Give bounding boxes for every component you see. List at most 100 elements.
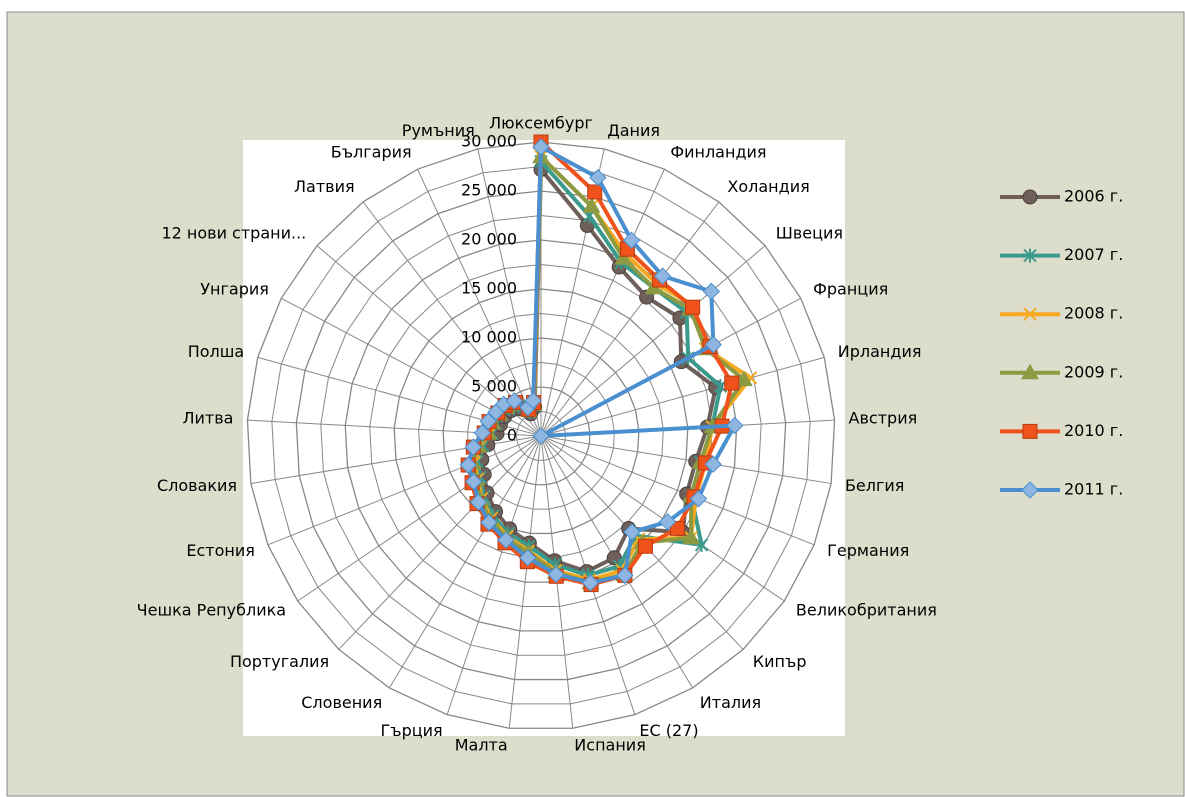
category-label: Швеция [776,224,843,243]
marker [724,375,740,391]
category-label: Литва [182,409,233,428]
category-label: Холандия [727,177,809,196]
spoke [338,435,542,650]
marker [497,531,515,549]
series [459,138,744,592]
marker [735,370,753,387]
y-tick-label: 30 000 [461,132,517,151]
y-tick-label: 5 000 [471,377,517,396]
marker [519,549,537,567]
category-label: Финландия [670,142,766,161]
legend-label: 2011 г. [1064,480,1123,499]
spoke [267,435,542,546]
spoke [477,148,542,437]
category-label: Полша [188,342,245,361]
marker [1022,189,1038,205]
marker [464,438,483,456]
category-label: Чешка Република [137,601,286,620]
category-label: Унгария [200,279,269,298]
spoke [540,201,720,437]
category-label: Дания [607,121,660,140]
grid-ring [271,165,811,705]
marker [464,472,483,491]
spoke [540,435,815,546]
category-label: Испания [574,736,646,755]
marker [532,427,550,445]
y-tick-label: 20 000 [461,230,517,249]
category-label: Португалия [230,652,329,671]
category-label: Италия [700,693,761,712]
grid-ring [442,337,640,535]
grid-ring [320,214,762,656]
spoke [540,435,832,485]
category-label: Словения [301,693,382,712]
category-label: Румъния [402,121,475,140]
marker [480,513,498,532]
marker [1022,423,1038,439]
category-label: 12 нови страни... [161,224,306,243]
grid-ring [295,190,787,681]
marker [1021,481,1039,499]
category-label: Естония [186,541,255,560]
grid-ring [467,361,615,510]
marker [614,249,633,265]
spoke [297,435,542,602]
category-label: Гърция [381,721,443,740]
legend-label: 2010 г. [1064,421,1123,440]
marker [589,168,607,187]
category-label: Люксембург [489,114,593,133]
marker [469,493,488,511]
marker [1021,363,1039,380]
category-label: Латвия [294,177,355,196]
legend-label: 2009 г. [1064,362,1123,381]
marker [606,550,622,566]
spoke [508,435,542,729]
grid-ring [344,239,738,632]
marker [702,282,721,301]
marker [623,523,641,541]
plot [459,134,758,593]
marker [547,565,565,584]
marker [581,574,600,592]
category-label: Франция [813,279,888,298]
marker [479,412,497,431]
marker [726,416,744,435]
category-label: България [331,142,412,161]
category-label: Кипър [753,652,807,671]
category-label: Ирландия [838,342,922,361]
spoke [446,435,542,715]
legend-label: 2007 г. [1064,245,1123,264]
marker [532,138,550,156]
marker [587,184,603,200]
y-tick-label: 25 000 [461,181,517,200]
marker [524,391,542,410]
marker [505,392,524,410]
marker [582,197,601,213]
category-label: Малта [455,736,508,755]
category-label: Великобритания [796,601,937,620]
spoke [417,168,542,437]
y-tick-label: 0 [507,426,517,445]
marker [1023,307,1037,321]
spoke [540,168,665,437]
marker [616,566,634,585]
marker [704,455,722,473]
marker [704,335,723,354]
category-label: Австрия [849,409,918,428]
category-label: Белгия [845,476,904,495]
category-label: Словакия [157,476,237,495]
marker [669,520,685,536]
marker [622,231,641,250]
marker [637,538,653,554]
category-label: Германия [827,541,909,560]
grid-ring [246,141,836,729]
spoke [540,245,766,437]
marker [689,490,708,508]
marker [459,456,477,474]
spoke [388,435,542,689]
marker [1023,248,1037,263]
category-label: ЕС (27) [639,721,698,740]
grid-ring [393,288,689,583]
legend-label: 2006 г. [1064,187,1123,206]
